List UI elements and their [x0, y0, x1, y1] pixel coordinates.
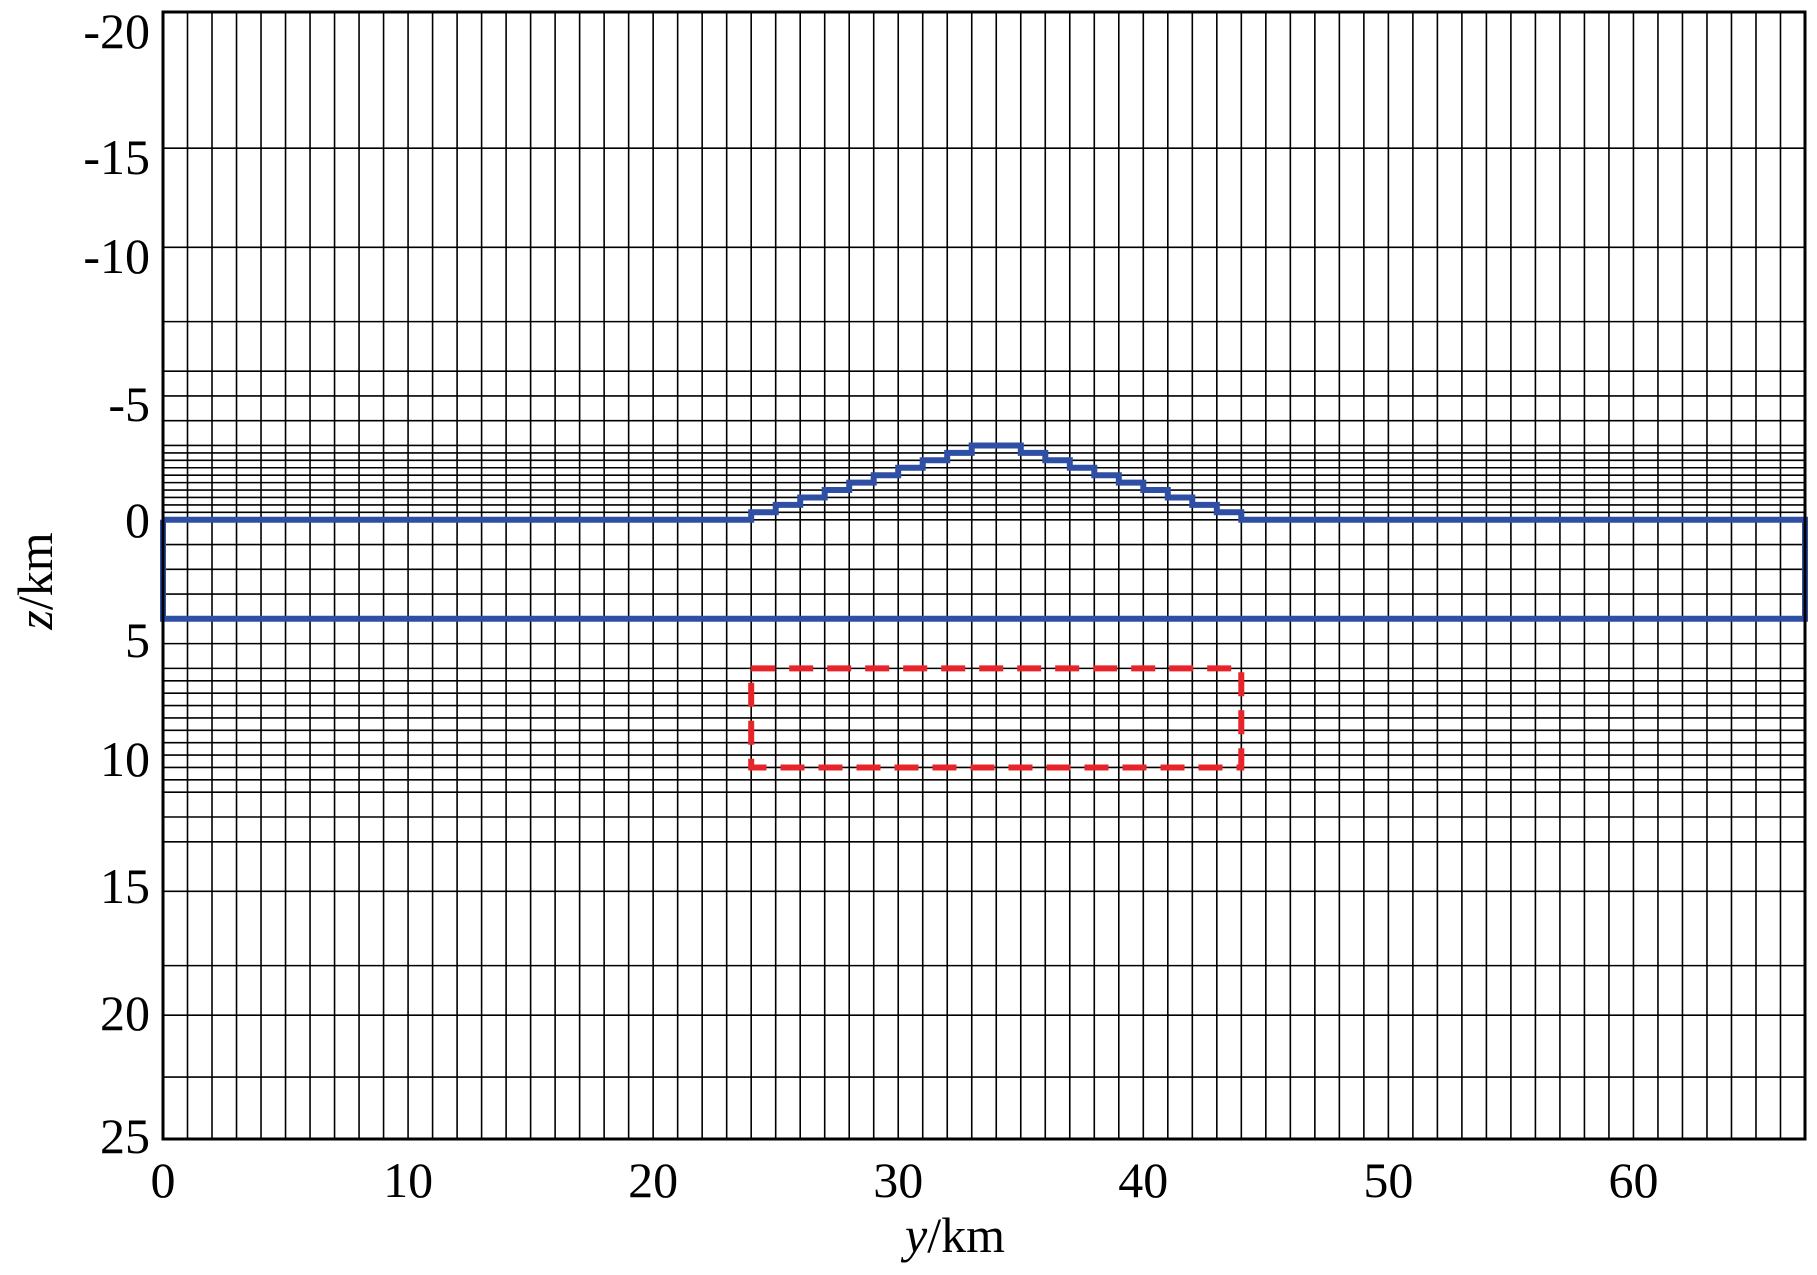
x-tick-label: 10 — [383, 1152, 433, 1208]
y-tick-label: 0 — [125, 492, 150, 548]
y-axis-title: z/km — [7, 532, 63, 630]
y-tick-label: 15 — [100, 858, 150, 914]
blue-solid-region-outline — [160, 442, 1808, 622]
x-tick-label: 60 — [1608, 1152, 1658, 1208]
x-tick-label: 20 — [628, 1152, 678, 1208]
x-axis-title: y/km — [900, 1207, 1005, 1263]
x-tick-label: 40 — [1118, 1152, 1168, 1208]
y-tick-label: -20 — [83, 3, 150, 59]
y-tick-label: -5 — [108, 376, 150, 432]
y-tick-label: 5 — [125, 612, 150, 668]
x-tick-labels: 0 10 20 30 40 50 60 — [151, 1152, 1659, 1208]
x-tick-label: 50 — [1363, 1152, 1413, 1208]
plot-frame — [161, 10, 1807, 1141]
y-tick-label: -15 — [83, 129, 150, 185]
y-tick-label: 25 — [100, 1108, 150, 1164]
y-tick-label: 20 — [100, 985, 150, 1041]
y-axis-unit: /km — [7, 532, 63, 610]
x-axis-unit: /km — [927, 1207, 1005, 1263]
y-axis-var: z — [7, 610, 63, 630]
y-tick-labels: -20 -15 -10 -5 0 5 10 15 20 25 — [83, 3, 150, 1164]
x-tick-label: 30 — [873, 1152, 923, 1208]
mesh-grid — [162, 11, 1806, 1140]
x-tick-label: 0 — [151, 1152, 176, 1208]
region-outlines — [160, 442, 1808, 771]
x-axis-var: y — [900, 1207, 928, 1263]
y-tick-label: -10 — [83, 228, 150, 284]
y-tick-label: 10 — [100, 731, 150, 787]
red-dashed-region-outline — [748, 665, 1245, 771]
